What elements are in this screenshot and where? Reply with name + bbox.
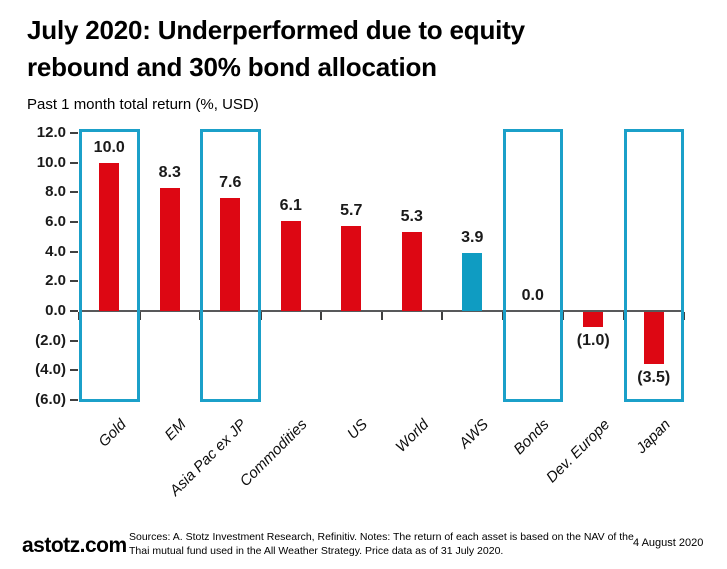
bar-value-label: 8.3 (158, 163, 181, 181)
y-tick-mark (70, 132, 78, 135)
bar-japan (643, 312, 664, 364)
bar-value-label: 5.7 (340, 202, 363, 220)
x-tick-mark (683, 312, 685, 320)
x-category-label-us: US (344, 416, 372, 443)
bar-us (341, 226, 362, 311)
y-tick-label: (6.0) (35, 390, 66, 408)
bar-commodities (280, 220, 301, 311)
bar-value-label: 10.0 (93, 138, 125, 156)
x-category-label-bonds: Bonds (510, 416, 553, 459)
y-tick-mark (70, 339, 78, 342)
page-title-line1: July 2020: Underperformed due to equity (27, 15, 525, 45)
y-axis: 12.0 10.0 8.0 6.0 4.0 2.0 0.0 (2.0) (4.0) (6.0) (0, 124, 78, 408)
page-title-line2: rebound and 30% bond allocation (27, 52, 437, 82)
y-tick-mark (70, 369, 78, 372)
y-tick-mark (70, 250, 78, 253)
bar-chart: 12.0 10.0 8.0 6.0 4.0 2.0 0.0 (2.0) (4.0) (6.0) 1… (0, 0, 727, 499)
sources-note: Sources: A. Stotz Investment Research, R… (129, 531, 634, 557)
y-tick-label: (2.0) (35, 331, 66, 349)
bar-value-label: (1.0) (576, 331, 610, 349)
y-tick-mark (70, 310, 78, 312)
brand-logo: astotz.com (22, 534, 127, 557)
x-category-label-aws: AWS (456, 416, 493, 452)
y-tick-label: 8.0 (45, 183, 66, 201)
x-category-label-em: EM (161, 416, 190, 444)
y-tick-label: 4.0 (45, 242, 66, 260)
y-tick-mark (70, 221, 78, 224)
y-tick-mark (70, 280, 78, 283)
bar-aws (462, 253, 483, 311)
highlight-box-japan (623, 129, 684, 402)
bar-value-label: 3.9 (461, 229, 484, 247)
highlight-box-bonds (502, 129, 563, 402)
x-tick-mark (259, 312, 262, 320)
bar-dev-europe (583, 312, 604, 327)
x-tick-mark (320, 312, 322, 320)
y-tick-mark (70, 161, 78, 164)
y-tick-label: 10.0 (36, 153, 66, 171)
bar-value-label: 0.0 (521, 287, 544, 304)
x-tick-mark (562, 312, 564, 320)
page-title: July 2020: Underperformed due to equity r… (27, 12, 699, 86)
x-category-label-world: World (392, 416, 432, 456)
bar-value-label: 7.6 (219, 174, 242, 192)
x-category-label-dev-europe: Dev. Europe (543, 416, 614, 487)
plot-area: 10.0 8.3 7.6 6.1 5.7 5.3 3.9 0.0 (1.0) (3.5) (78, 129, 685, 402)
x-tick-mark (380, 312, 383, 320)
y-tick-label: 0.0 (45, 302, 66, 319)
x-axis-category-labels: Gold EM Asia Pac ex JP Commodities US World AW… (0, 0, 727, 499)
y-tick-mark (70, 191, 78, 194)
bar-gold (99, 162, 120, 311)
highlight-box-asia-pac-ex-jp (200, 129, 261, 402)
date-label: 4 August 2020 (633, 537, 704, 549)
x-axis-line (79, 310, 684, 312)
y-tick-label: 6.0 (45, 213, 66, 231)
bar-value-label: 6.1 (279, 196, 302, 214)
y-tick-label: (4.0) (35, 361, 66, 379)
bar-em (159, 187, 180, 311)
bar-value-label: 5.3 (400, 208, 423, 226)
chart-units-subtitle: Past 1 month total return (%, USD) (27, 96, 259, 113)
x-tick-mark (138, 312, 141, 320)
y-tick-mark (70, 398, 78, 401)
bar-world (401, 232, 422, 311)
x-tick-mark (441, 312, 443, 320)
x-category-label-japan: Japan (632, 416, 674, 457)
bar-value-label: (3.5) (637, 368, 671, 386)
bar-asia-pac-ex-jp (220, 198, 241, 311)
x-category-label-gold: Gold (94, 416, 130, 451)
y-tick-label: 2.0 (45, 272, 66, 290)
highlight-box-gold (79, 129, 140, 402)
y-tick-label: 12.0 (36, 124, 66, 142)
